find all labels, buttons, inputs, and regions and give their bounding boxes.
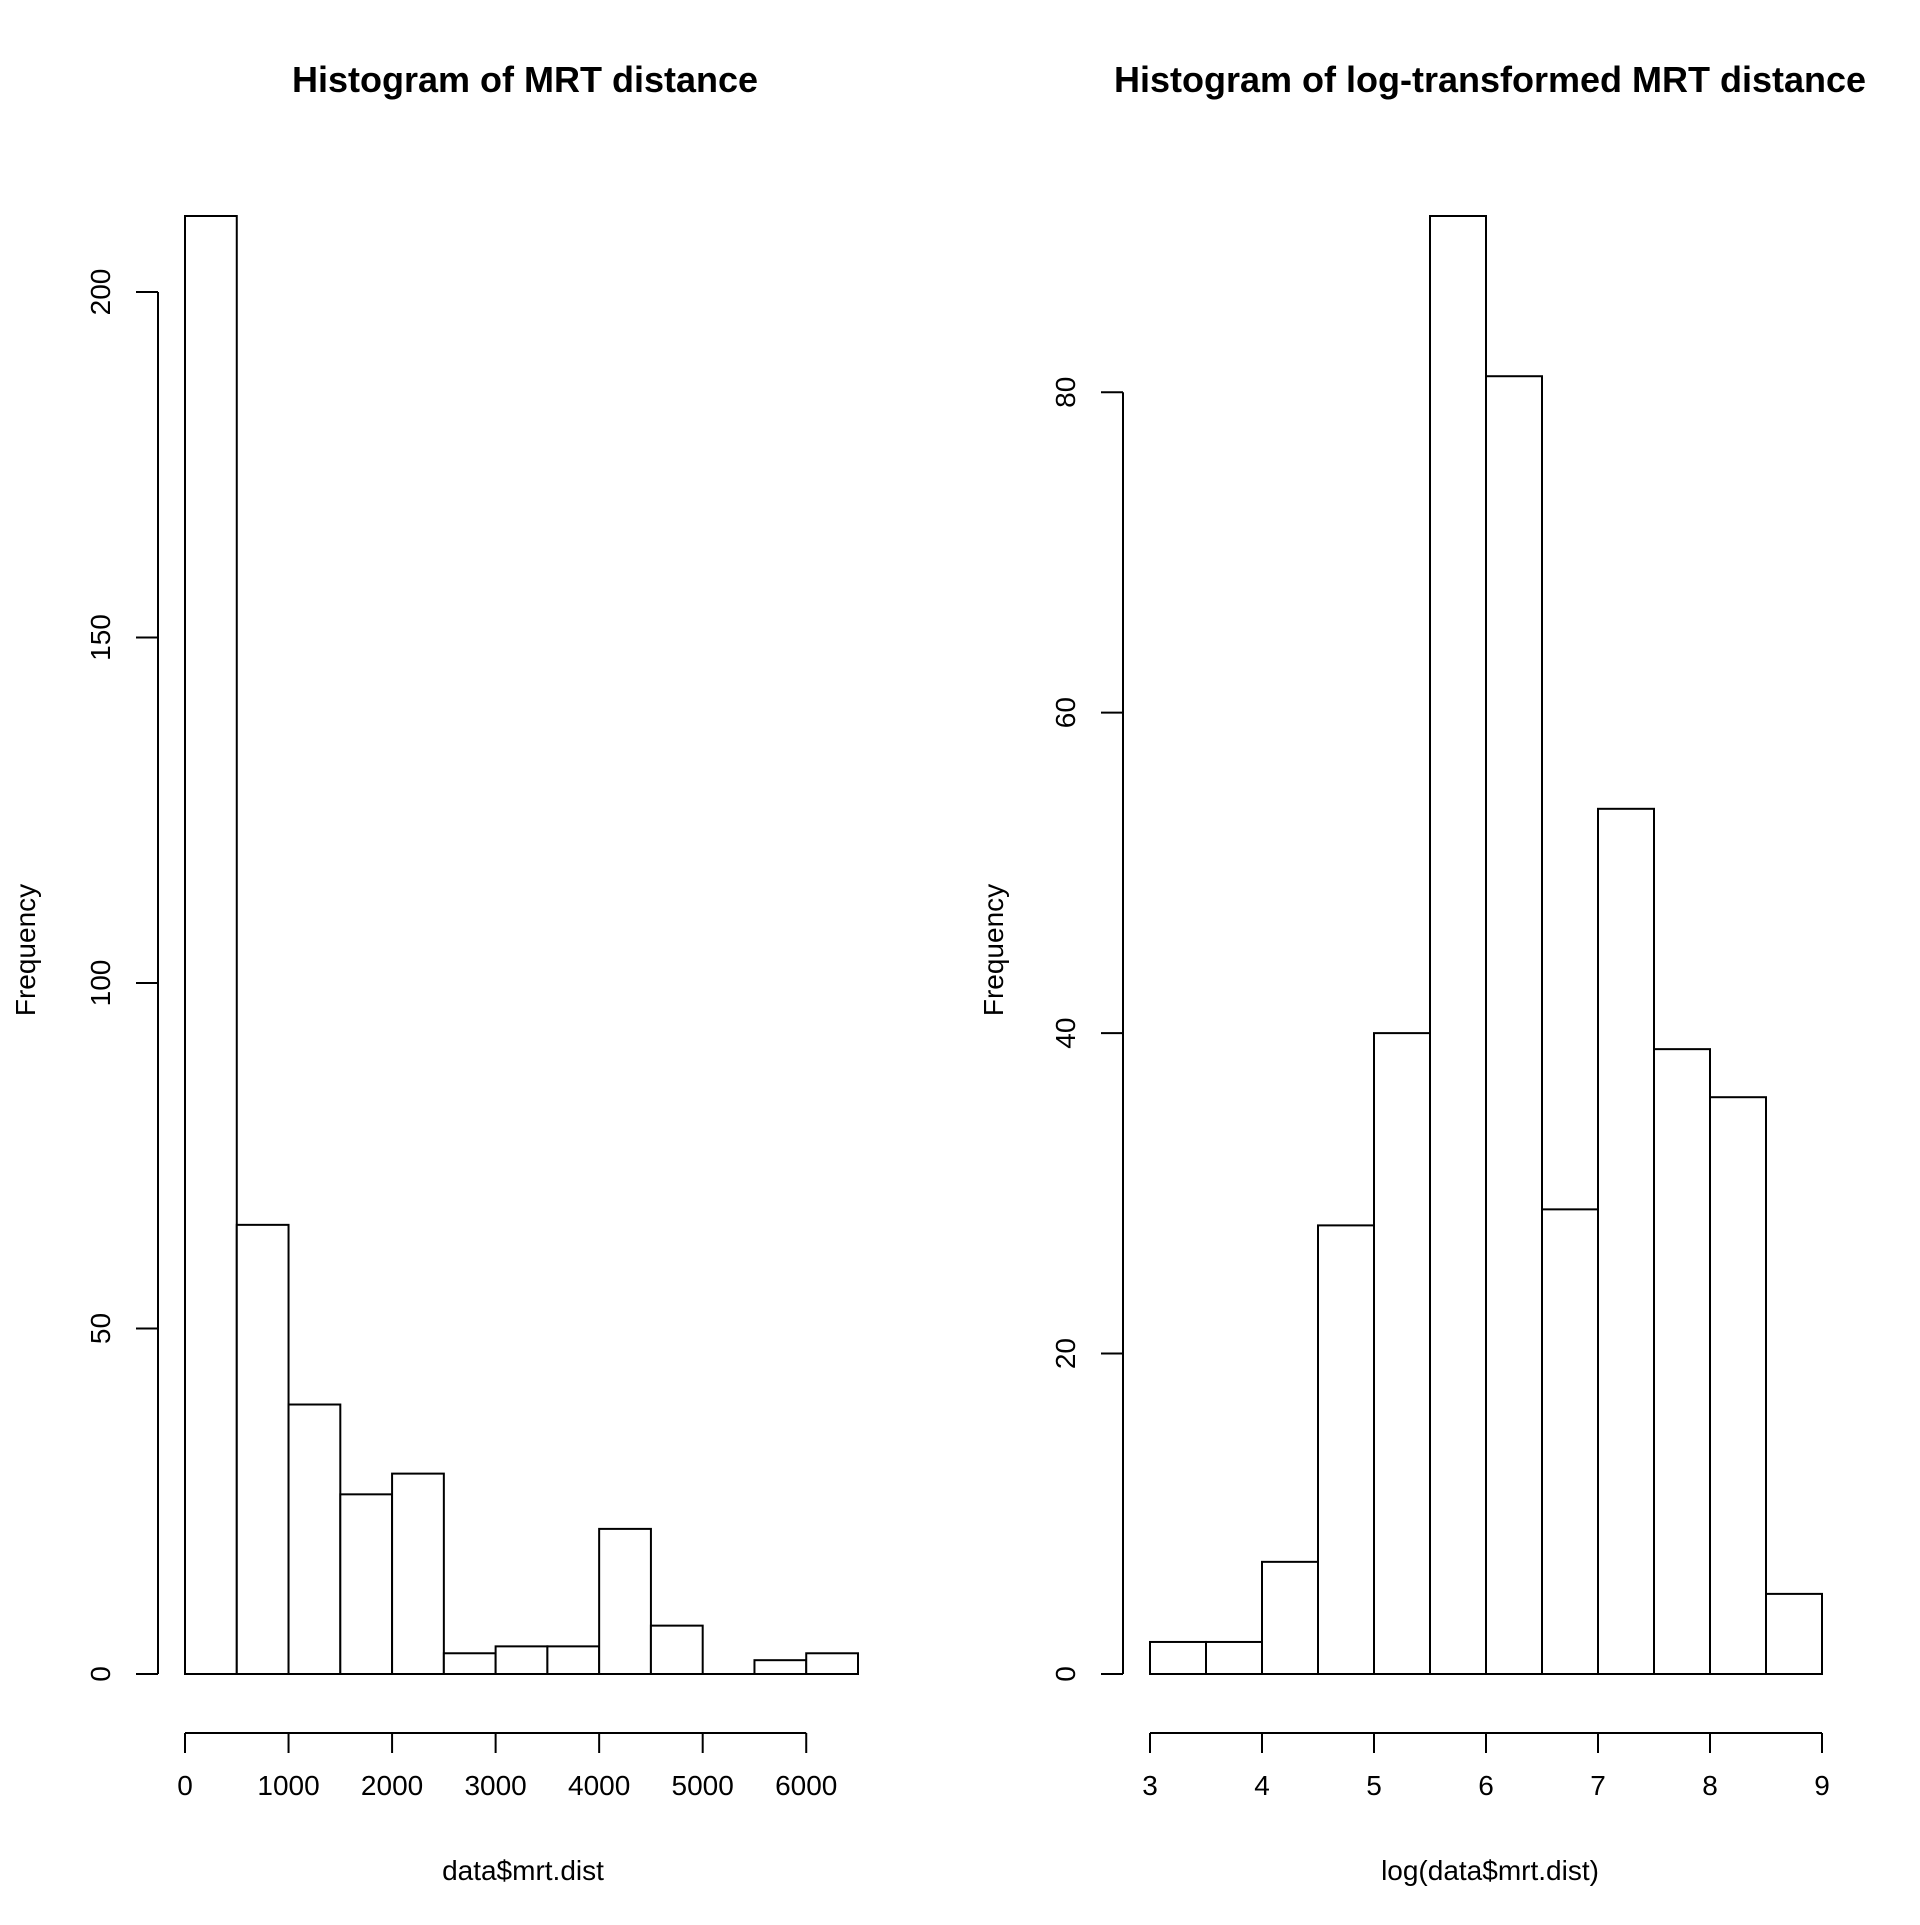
histogram-bar (1597, 807, 1655, 1675)
y-tick-label: 20 (1050, 1338, 1081, 1369)
x-tick-label: 8 (1702, 1770, 1718, 1801)
histogram-bar (1261, 1560, 1319, 1676)
y-axis-label: Frequency (10, 884, 41, 1016)
chart-title: Histogram of MRT distance (292, 59, 758, 100)
histogram-bar (1205, 1640, 1263, 1676)
panel-log-mrt-distance: Histogram of log-transformed MRT distanc… (978, 59, 1866, 1886)
y-tick-label: 0 (1050, 1666, 1081, 1682)
histogram-bar (184, 215, 238, 1675)
histogram-bar (649, 1624, 704, 1676)
histogram-bar (805, 1652, 860, 1675)
y-axis-label: Frequency (978, 884, 1009, 1016)
y-tick-label: 0 (85, 1666, 116, 1682)
histogram-bar (598, 1527, 652, 1675)
histogram-bar (1653, 1048, 1711, 1675)
histogram-bar (753, 1659, 808, 1675)
histogram-bar (546, 1645, 601, 1676)
histogram-bar (1373, 1032, 1431, 1675)
y-tick-label: 100 (85, 960, 116, 1007)
x-tick-label: 6 (1478, 1770, 1494, 1801)
histogram-bar (235, 1223, 290, 1675)
y-tick-label: 50 (85, 1313, 116, 1344)
x-tick-label: 4 (1254, 1770, 1270, 1801)
chart-title: Histogram of log-transformed MRT distanc… (1114, 59, 1866, 100)
x-tick-label: 1000 (257, 1770, 319, 1801)
histogram-bar (442, 1652, 497, 1675)
y-tick-label: 80 (1050, 377, 1081, 408)
x-axis-label: log(data$mrt.dist) (1381, 1855, 1599, 1886)
histogram-bar (1709, 1096, 1767, 1675)
y-tick-label: 40 (1050, 1018, 1081, 1049)
y-tick-label: 150 (85, 614, 116, 661)
x-tick-label: 6000 (775, 1770, 837, 1801)
x-tick-label: 0 (177, 1770, 193, 1801)
histogram-bar (1541, 1208, 1599, 1676)
histogram-bar (1149, 1640, 1207, 1676)
x-tick-label: 2000 (361, 1770, 423, 1801)
histogram-bar (1429, 215, 1487, 1675)
histogram-bar (1317, 1224, 1375, 1676)
x-tick-label: 3 (1142, 1770, 1158, 1801)
histogram-bar (287, 1403, 342, 1675)
x-tick-label: 3000 (464, 1770, 526, 1801)
x-tick-label: 7 (1590, 1770, 1606, 1801)
histogram-bar (391, 1472, 445, 1675)
x-tick-label: 4000 (568, 1770, 630, 1801)
histogram-bar (1765, 1592, 1823, 1676)
x-tick-label: 5000 (672, 1770, 734, 1801)
x-axis-label: data$mrt.dist (442, 1855, 604, 1886)
x-tick-label: 5 (1366, 1770, 1382, 1801)
panel-mrt-distance: Histogram of MRT distance data$mrt.dist … (10, 59, 860, 1886)
histogram-bar (339, 1493, 394, 1675)
histogram-bar (494, 1645, 549, 1676)
x-tick-label: 9 (1814, 1770, 1830, 1801)
y-tick-label: 200 (85, 269, 116, 316)
histogram-bar (1485, 375, 1543, 1676)
y-tick-label: 60 (1050, 697, 1081, 728)
